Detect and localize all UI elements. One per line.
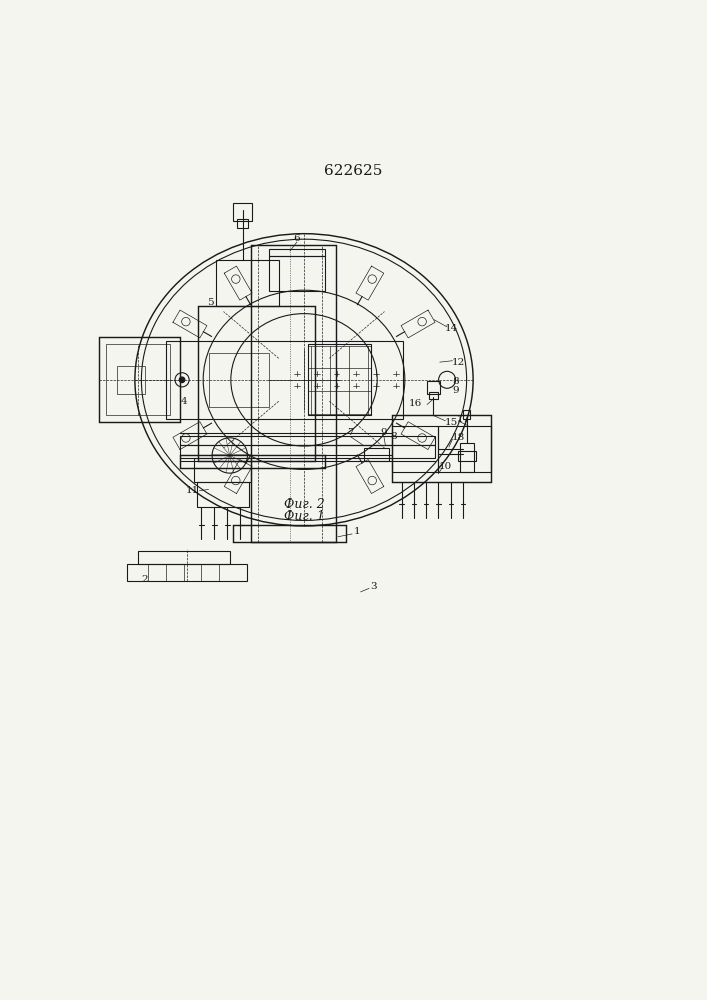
Bar	[463, 410, 470, 419]
Text: 6: 6	[293, 234, 300, 243]
Text: 8: 8	[452, 377, 460, 386]
Text: 15: 15	[445, 418, 457, 427]
Bar	[427, 381, 440, 394]
Bar	[233, 525, 346, 542]
Bar	[99, 337, 180, 422]
Bar	[308, 344, 371, 415]
Text: 9: 9	[380, 428, 387, 437]
Bar	[127, 564, 247, 581]
Bar	[237, 219, 248, 228]
Bar	[364, 448, 389, 461]
Text: 5: 5	[207, 298, 214, 307]
Bar	[216, 260, 279, 306]
Text: 10: 10	[439, 462, 452, 471]
Text: 1: 1	[354, 527, 361, 536]
Text: 2: 2	[141, 575, 148, 584]
Text: 17: 17	[457, 415, 469, 424]
Text: 3: 3	[370, 582, 377, 591]
Bar	[106, 344, 170, 415]
Bar	[233, 203, 252, 221]
Bar	[166, 341, 403, 419]
Circle shape	[179, 377, 185, 383]
Text: 14: 14	[445, 324, 457, 333]
Bar	[438, 426, 491, 472]
Bar	[251, 245, 336, 542]
Bar	[269, 249, 325, 256]
Bar	[194, 458, 251, 482]
Bar	[180, 436, 435, 445]
Bar	[138, 551, 230, 564]
Text: 622625: 622625	[325, 164, 382, 178]
Bar	[458, 451, 476, 461]
Bar	[392, 415, 491, 482]
Text: Фиг. 1: Фиг. 1	[284, 510, 325, 523]
Text: 11: 11	[186, 486, 199, 495]
Bar	[392, 426, 438, 472]
Bar	[117, 366, 145, 394]
Bar	[209, 353, 269, 407]
Text: 7: 7	[346, 428, 354, 437]
Text: 9: 9	[452, 386, 460, 395]
Bar	[197, 482, 249, 507]
Bar	[269, 256, 325, 291]
Text: 8: 8	[390, 432, 397, 441]
Text: 4: 4	[180, 397, 187, 406]
Text: Фиг. 2: Фиг. 2	[284, 498, 325, 511]
Bar	[198, 306, 315, 461]
Bar	[429, 392, 438, 399]
Bar	[180, 455, 325, 468]
Text: 16: 16	[409, 399, 422, 408]
Bar	[460, 443, 474, 472]
Bar	[180, 445, 435, 458]
Text: 12: 12	[452, 358, 464, 367]
Text: 18: 18	[452, 433, 464, 442]
